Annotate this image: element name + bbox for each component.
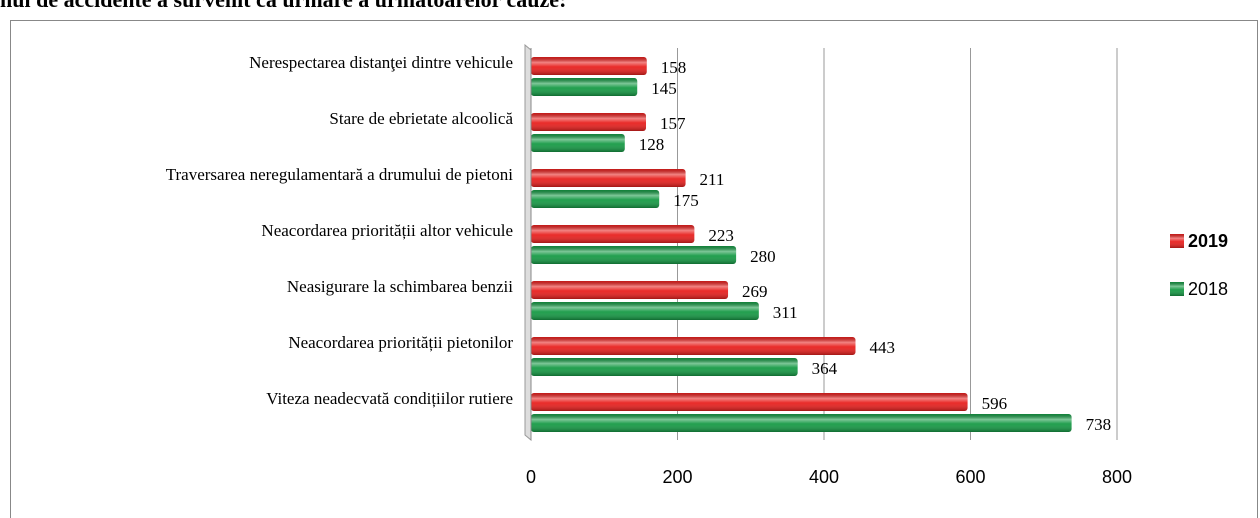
legend-label: 2018 [1188,279,1228,299]
bar-shine [531,337,856,355]
y-tick-label: Traversarea neregulamentară a drumului d… [166,165,514,184]
chart-border [10,20,1258,518]
bar-shine [531,225,695,243]
data-label: 175 [673,191,699,210]
data-label: 738 [1086,415,1112,434]
bar-shine [531,393,968,411]
x-tick-label: 0 [526,467,536,487]
y-tick-label: Neasigurare la schimbarea benzii [287,277,513,296]
legend-label: 2019 [1188,231,1228,251]
data-label: 211 [700,170,725,189]
data-label: 443 [869,338,895,357]
data-label: 128 [639,135,665,154]
bar-shine [531,169,686,187]
data-label: 269 [742,282,768,301]
legend-swatch-shine [1170,282,1184,296]
x-tick-label: 400 [809,467,839,487]
data-label: 145 [651,79,677,98]
bar-shine [531,246,737,264]
chart-title: nul de accidente a survenit ca urmare a … [0,0,566,12]
y-tick-label: Nerespectarea distanţei dintre vehicule [249,53,513,72]
bar-shine [531,57,647,75]
data-label: 596 [982,394,1008,413]
data-label: 364 [812,359,838,378]
x-tick-label: 600 [955,467,985,487]
x-tick-label: 200 [662,467,692,487]
y-tick-label: Neacordarea priorității pietonilor [288,333,513,352]
y-tick-label: Neacordarea priorității altor vehicule [261,221,513,240]
bar-shine [531,78,638,96]
data-label: 157 [660,114,686,133]
data-label: 158 [661,58,687,77]
data-label: 311 [773,303,798,322]
bar-shine [531,134,625,152]
bar-shine [531,302,759,320]
legend-swatch-shine [1170,234,1184,248]
bar-shine [531,358,798,376]
bar-shine [531,190,660,208]
axis-wall [524,43,532,442]
bar-shine [531,414,1072,432]
data-label: 280 [750,247,776,266]
y-tick-label: Stare de ebrietate alcoolică [329,109,513,128]
data-label: 223 [708,226,734,245]
x-tick-label: 800 [1102,467,1132,487]
bar-shine [531,281,729,299]
y-tick-label: Viteza neadecvată condițiilor rutiere [266,389,513,408]
bar-shine [531,113,647,131]
